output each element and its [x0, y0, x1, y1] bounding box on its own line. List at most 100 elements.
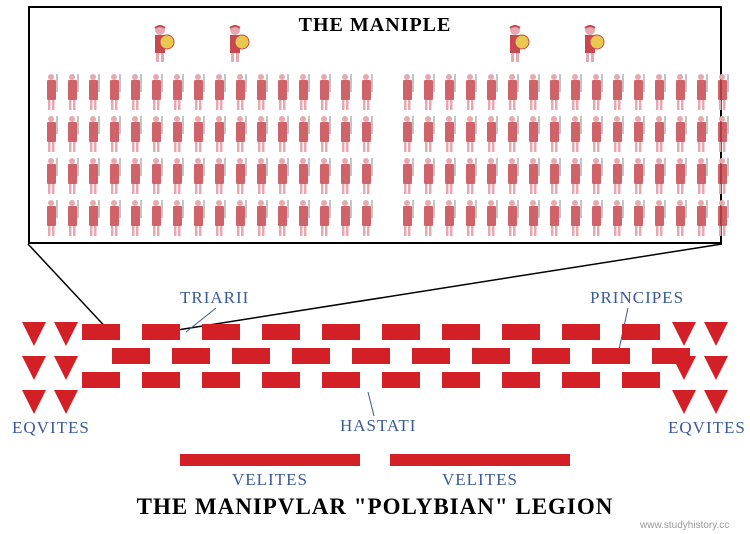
- soldier-icon: [252, 72, 271, 112]
- soldier-icon: [336, 198, 355, 238]
- soldier-icon: [42, 198, 61, 238]
- cavalry-triangle-left: [22, 390, 46, 414]
- cavalry-triangle-right: [704, 322, 728, 346]
- soldier-icon: [503, 198, 522, 238]
- soldier-icon: [671, 156, 690, 196]
- soldier-icon: [629, 198, 648, 238]
- officer-icon: [145, 22, 175, 62]
- maniple-unit: [142, 324, 180, 340]
- soldier-icon: [545, 156, 564, 196]
- soldier-icon: [692, 72, 711, 112]
- maniple-unit: [352, 348, 390, 364]
- soldier-icon: [713, 114, 732, 154]
- soldier-icon: [566, 156, 585, 196]
- officer-icon: [500, 22, 530, 62]
- soldier-icon: [713, 156, 732, 196]
- soldier-icon: [315, 156, 334, 196]
- soldier-icon: [503, 156, 522, 196]
- soldier-icon: [629, 114, 648, 154]
- maniple-unit: [82, 372, 120, 388]
- soldier-icon: [105, 114, 124, 154]
- soldier-icon: [294, 72, 313, 112]
- cavalry-triangle-left: [22, 356, 46, 380]
- soldier-icon: [168, 114, 187, 154]
- soldier-icon: [42, 72, 61, 112]
- soldier-icon: [63, 114, 82, 154]
- maniple-unit: [262, 372, 300, 388]
- soldier-icon: [692, 198, 711, 238]
- soldier-icon: [294, 156, 313, 196]
- velites-bar: [390, 454, 570, 466]
- soldier-icon: [608, 156, 627, 196]
- soldier-icon: [315, 114, 334, 154]
- soldier-icon: [587, 72, 606, 112]
- soldier-icon: [587, 198, 606, 238]
- soldier-icon: [482, 198, 501, 238]
- soldier-icon: [168, 72, 187, 112]
- soldier-icon: [461, 72, 480, 112]
- watermark: www.studyhistory.cc: [640, 520, 729, 531]
- label-hastati: HASTATI: [340, 416, 416, 436]
- soldier-icon: [336, 156, 355, 196]
- soldier-icon: [357, 72, 376, 112]
- soldier-icon: [126, 156, 145, 196]
- soldier-icon: [545, 198, 564, 238]
- maniple-unit: [622, 324, 660, 340]
- soldier-icon: [126, 198, 145, 238]
- soldier-icon: [629, 72, 648, 112]
- soldier-icon: [63, 156, 82, 196]
- soldier-icon: [105, 72, 124, 112]
- soldier-icon: [440, 114, 459, 154]
- soldier-icon: [357, 114, 376, 154]
- soldier-icon: [650, 72, 669, 112]
- officer-icon: [220, 22, 250, 62]
- soldier-icon: [252, 114, 271, 154]
- soldier-icon: [210, 156, 229, 196]
- maniple-unit: [262, 324, 300, 340]
- soldier-icon: [440, 198, 459, 238]
- soldier-icon: [273, 72, 292, 112]
- soldier-icon: [503, 114, 522, 154]
- soldier-icon: [503, 72, 522, 112]
- soldier-icon: [566, 72, 585, 112]
- soldier-icon: [231, 156, 250, 196]
- soldier-icon: [671, 72, 690, 112]
- soldier-icon: [608, 72, 627, 112]
- soldier-icon: [671, 114, 690, 154]
- soldier-icon: [524, 198, 543, 238]
- soldier-icon: [84, 72, 103, 112]
- cavalry-triangle-right: [704, 390, 728, 414]
- soldier-icon: [42, 156, 61, 196]
- cavalry-triangle-right: [672, 322, 696, 346]
- soldier-icon: [105, 156, 124, 196]
- soldier-icon: [231, 198, 250, 238]
- maniple-unit: [232, 348, 270, 364]
- cavalry-triangle-right: [672, 356, 696, 380]
- soldier-icon: [336, 114, 355, 154]
- soldier-icon: [398, 72, 417, 112]
- soldier-icon: [461, 156, 480, 196]
- soldier-icon: [126, 114, 145, 154]
- label-eqvites-right: EQVITES: [668, 418, 746, 438]
- soldier-icon: [63, 72, 82, 112]
- maniple-unit: [382, 324, 420, 340]
- soldier-icon: [189, 156, 208, 196]
- soldier-icon: [524, 114, 543, 154]
- soldier-icon: [482, 114, 501, 154]
- soldier-icon: [189, 198, 208, 238]
- soldier-block: [42, 72, 376, 238]
- maniple-unit: [412, 348, 450, 364]
- soldier-icon: [566, 198, 585, 238]
- soldier-icon: [692, 114, 711, 154]
- soldier-icon: [294, 114, 313, 154]
- soldier-icon: [252, 156, 271, 196]
- soldier-icon: [273, 114, 292, 154]
- maniple-unit: [502, 372, 540, 388]
- maniple-unit: [502, 324, 540, 340]
- soldier-icon: [84, 156, 103, 196]
- maniple-unit: [562, 372, 600, 388]
- soldier-icon: [629, 156, 648, 196]
- maniple-unit: [112, 348, 150, 364]
- soldier-icon: [524, 156, 543, 196]
- maniple-unit: [202, 372, 240, 388]
